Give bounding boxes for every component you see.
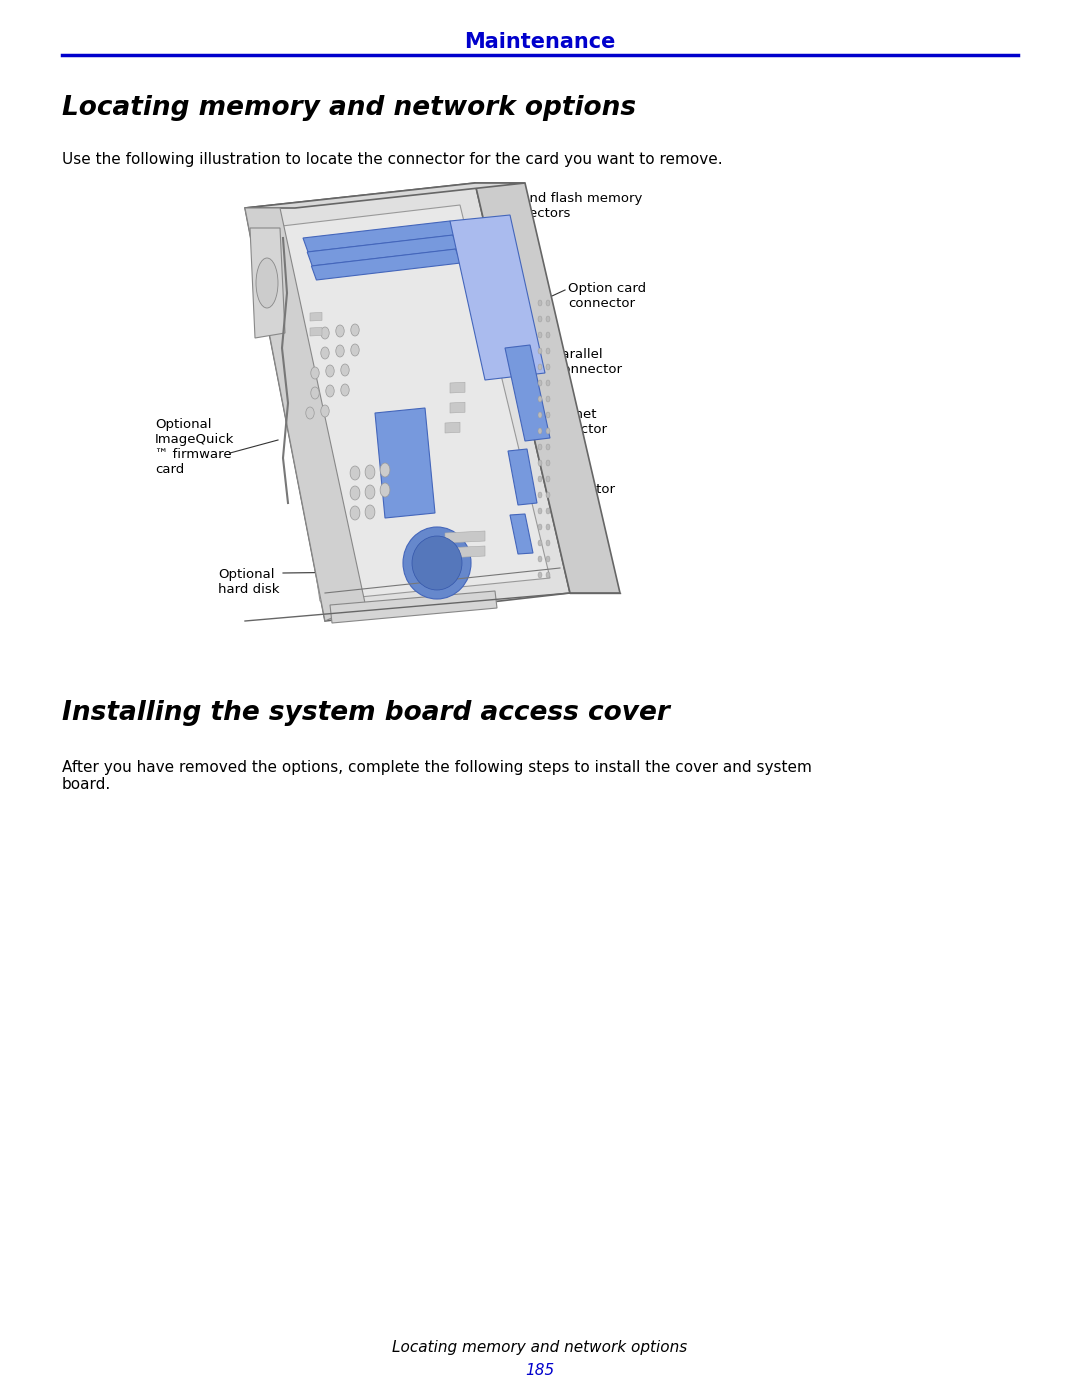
Ellipse shape [380,483,390,497]
Ellipse shape [326,386,334,397]
Ellipse shape [538,365,542,370]
Polygon shape [310,327,322,337]
Text: Locating memory and network options: Locating memory and network options [392,1340,688,1355]
Text: Installing the system board access cover: Installing the system board access cover [62,700,670,726]
Polygon shape [245,183,525,208]
Ellipse shape [311,367,320,379]
Ellipse shape [546,348,550,353]
Ellipse shape [336,326,345,337]
Ellipse shape [538,571,542,578]
Ellipse shape [538,395,542,402]
Ellipse shape [321,346,329,359]
Ellipse shape [350,486,360,500]
Polygon shape [303,221,455,251]
Ellipse shape [403,527,471,599]
Ellipse shape [336,345,345,358]
Ellipse shape [326,365,334,377]
Ellipse shape [546,365,550,370]
Polygon shape [450,402,465,414]
Ellipse shape [538,460,542,467]
Text: Ethernet
connector: Ethernet connector [540,408,607,436]
Ellipse shape [341,365,349,376]
Ellipse shape [538,300,542,306]
Text: Option card
connector: Option card connector [568,282,646,310]
Polygon shape [249,228,285,338]
Polygon shape [310,313,322,321]
Ellipse shape [538,492,542,497]
Ellipse shape [350,506,360,520]
Ellipse shape [341,384,349,395]
Ellipse shape [546,427,550,434]
Polygon shape [245,208,365,622]
Polygon shape [307,235,458,265]
Ellipse shape [365,485,375,499]
Ellipse shape [351,324,360,337]
Text: After you have removed the options, complete the following steps to install the : After you have removed the options, comp… [62,760,812,792]
Ellipse shape [546,316,550,321]
Polygon shape [450,215,545,380]
Text: Maintenance: Maintenance [464,32,616,52]
Ellipse shape [350,467,360,481]
Polygon shape [311,249,460,279]
Polygon shape [505,345,550,441]
Polygon shape [265,205,550,601]
Text: USB
connector: USB connector [548,468,615,496]
Polygon shape [445,422,460,433]
Ellipse shape [546,444,550,450]
Ellipse shape [538,332,542,338]
Ellipse shape [546,556,550,562]
Ellipse shape [351,344,360,356]
Ellipse shape [365,504,375,520]
Ellipse shape [256,258,278,307]
Polygon shape [508,448,537,504]
Polygon shape [445,546,485,557]
Ellipse shape [546,541,550,546]
Ellipse shape [546,509,550,514]
Ellipse shape [546,476,550,482]
Text: Memory and flash memory
card connectors: Memory and flash memory card connectors [463,191,643,219]
Polygon shape [445,531,485,543]
Ellipse shape [538,316,542,321]
Ellipse shape [538,412,542,418]
Ellipse shape [546,380,550,386]
Ellipse shape [538,380,542,386]
Text: Locating memory and network options: Locating memory and network options [62,95,636,122]
Ellipse shape [546,524,550,529]
Text: Parallel
connector: Parallel connector [555,348,622,376]
Ellipse shape [411,536,462,590]
Ellipse shape [546,460,550,467]
Polygon shape [510,514,534,555]
Polygon shape [330,591,497,623]
Ellipse shape [538,509,542,514]
Polygon shape [245,183,570,622]
Text: Optional
hard disk: Optional hard disk [218,569,280,597]
Ellipse shape [538,444,542,450]
Ellipse shape [546,395,550,402]
Text: 185: 185 [525,1363,555,1377]
Ellipse shape [538,476,542,482]
Ellipse shape [546,332,550,338]
Ellipse shape [538,524,542,529]
Polygon shape [450,383,465,393]
Ellipse shape [538,427,542,434]
Ellipse shape [538,556,542,562]
Ellipse shape [306,407,314,419]
Ellipse shape [546,300,550,306]
Ellipse shape [546,412,550,418]
Ellipse shape [546,571,550,578]
Ellipse shape [321,405,329,416]
Ellipse shape [380,462,390,476]
Ellipse shape [546,492,550,497]
Ellipse shape [321,327,329,339]
Text: Use the following illustration to locate the connector for the card you want to : Use the following illustration to locate… [62,152,723,168]
Ellipse shape [538,348,542,353]
Polygon shape [475,183,620,592]
Ellipse shape [311,387,320,400]
Ellipse shape [365,465,375,479]
Polygon shape [375,408,435,518]
Text: Optional
ImageQuick
™ firmware
card: Optional ImageQuick ™ firmware card [156,418,234,476]
Ellipse shape [538,541,542,546]
